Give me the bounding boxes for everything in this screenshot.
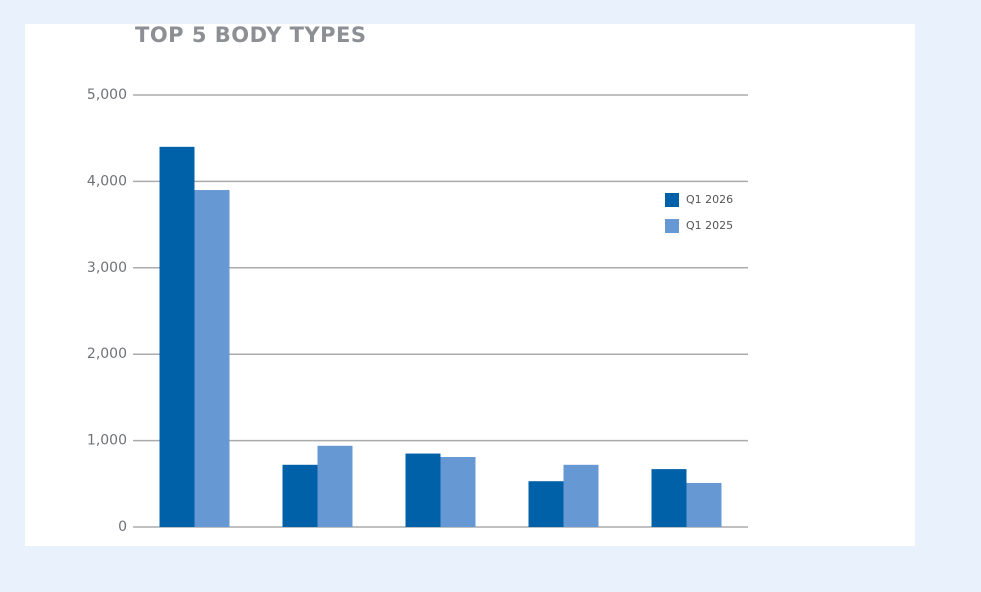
bar bbox=[686, 482, 722, 527]
bar bbox=[440, 457, 476, 527]
y-tick-label: 2,000 bbox=[87, 346, 127, 362]
x-tick-label: TIPPER bbox=[421, 544, 460, 557]
x-tick-label: REFUSE bbox=[665, 544, 708, 557]
bar bbox=[317, 445, 353, 527]
legend-label: Q1 2026 bbox=[686, 193, 733, 206]
bar bbox=[194, 190, 230, 528]
bar bbox=[282, 464, 318, 527]
bar bbox=[159, 146, 195, 527]
x-tick-label: BOX VAN bbox=[293, 544, 342, 557]
x-tick-label: CURTAIN bbox=[540, 544, 587, 557]
y-tick-label: 1,000 bbox=[87, 433, 127, 449]
bar bbox=[651, 469, 687, 527]
plot: TOP 5 BODY TYPES 0 1,000 2,000 3,000 4,000 5,… bbox=[87, 23, 748, 557]
legend-swatch bbox=[665, 219, 679, 233]
legend-swatch bbox=[665, 193, 679, 207]
y-tick-label: 3,000 bbox=[87, 260, 127, 276]
bar bbox=[563, 464, 599, 527]
bar bbox=[405, 453, 441, 527]
y-tick-label: 5,000 bbox=[87, 87, 127, 103]
x-tick-label: TRACTOR bbox=[168, 544, 221, 557]
bar bbox=[528, 481, 564, 527]
legend-label: Q1 2025 bbox=[686, 219, 733, 232]
y-tick-label: 4,000 bbox=[87, 173, 127, 189]
chart-title: TOP 5 BODY TYPES bbox=[135, 23, 366, 47]
y-tick-label: 0 bbox=[118, 519, 127, 535]
